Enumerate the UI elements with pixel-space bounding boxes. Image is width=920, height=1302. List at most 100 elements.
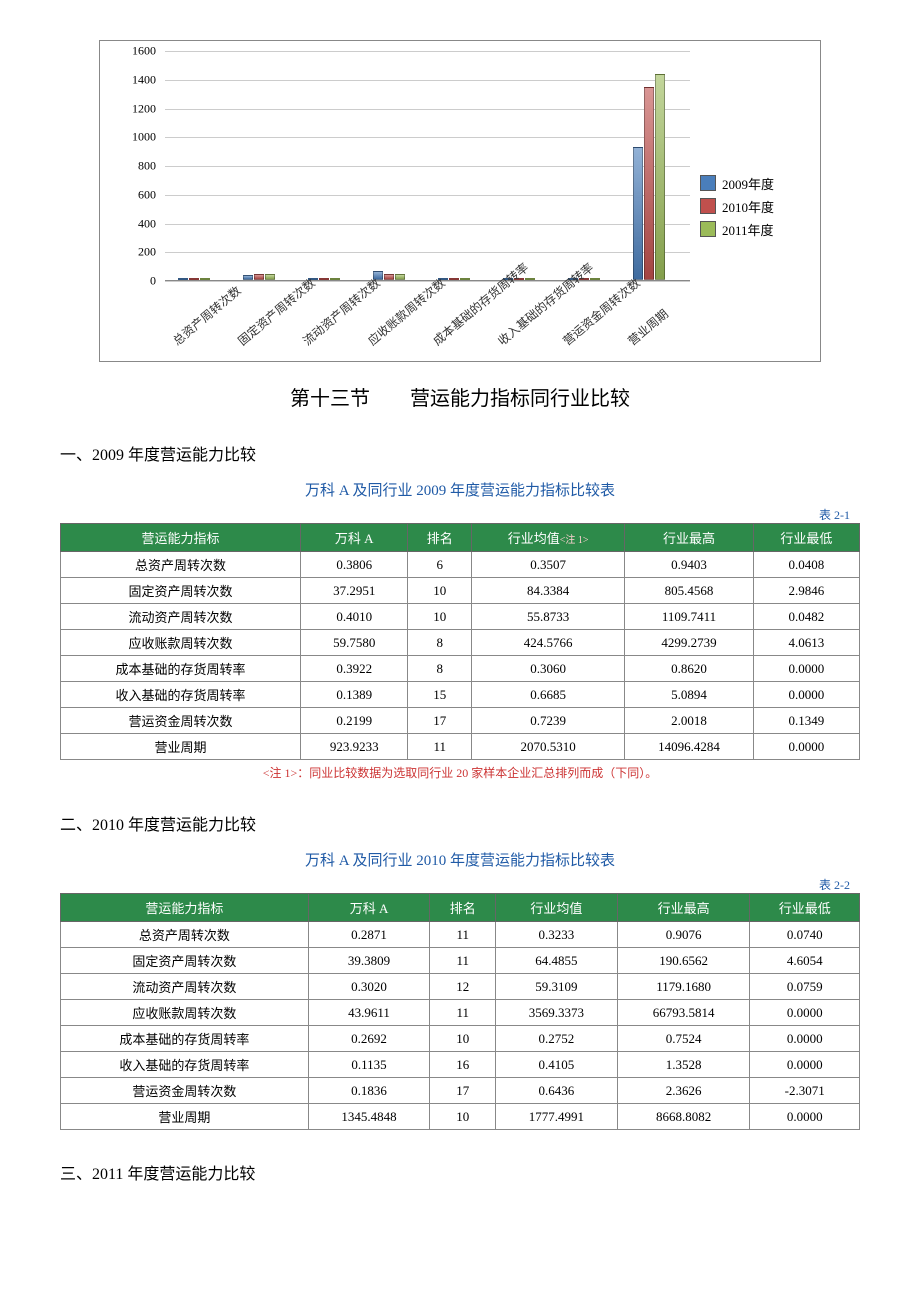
metric-name-cell: 成本基础的存货周转率: [61, 1026, 309, 1052]
chart-plot-area: 02004006008001000120014001600 总资产周转次数固定资…: [110, 51, 690, 281]
table-row: 营运资金周转次数0.1836170.64362.3626-2.3071: [61, 1078, 860, 1104]
table-header-cell: 行业最高: [617, 894, 750, 922]
chart-bar: [633, 147, 643, 280]
value-cell: 0.2692: [308, 1026, 430, 1052]
chart-bar: [200, 278, 210, 280]
value-cell: 0.3020: [308, 974, 430, 1000]
y-tick-label: 600: [138, 187, 156, 202]
value-cell: 11: [430, 922, 496, 948]
bar-group: [178, 278, 210, 280]
table-row: 应收账款周转次数43.9611113569.337366793.58140.00…: [61, 1000, 860, 1026]
legend-label: 2011年度: [722, 220, 774, 239]
value-cell: 1777.4991: [496, 1104, 618, 1130]
metric-name-cell: 收入基础的存货周转率: [61, 1052, 309, 1078]
value-cell: 5.0894: [625, 682, 754, 708]
chart-y-axis: 02004006008001000120014001600: [110, 51, 160, 281]
value-cell: 4299.2739: [625, 630, 754, 656]
table-header-cell: 营运能力指标: [61, 524, 301, 552]
table-header-cell: 行业最高: [625, 524, 754, 552]
value-cell: 11: [430, 948, 496, 974]
chart-x-labels: 总资产周转次数固定资产周转次数流动资产周转次数应收账款周转次数成本基础的存货周转…: [165, 286, 690, 356]
value-cell: 0.1135: [308, 1052, 430, 1078]
chart-bar: [644, 87, 654, 280]
y-tick-label: 200: [138, 245, 156, 260]
table-row: 成本基础的存货周转率0.392280.30600.86200.0000: [61, 656, 860, 682]
table1-title: 万科 A 及同行业 2009 年度营运能力指标比较表: [60, 479, 860, 500]
table-header-cell: 排名: [430, 894, 496, 922]
chart-bar: [330, 278, 340, 280]
metric-name-cell: 流动资产周转次数: [61, 604, 301, 630]
chart-bar: [243, 275, 253, 280]
metric-name-cell: 总资产周转次数: [61, 922, 309, 948]
value-cell: 0.3507: [472, 552, 625, 578]
value-cell: 2.9846: [753, 578, 859, 604]
chart-bar: [655, 74, 665, 280]
value-cell: 1109.7411: [625, 604, 754, 630]
value-cell: 8668.8082: [617, 1104, 750, 1130]
value-cell: 4.6054: [750, 948, 860, 974]
chart-bar: [449, 278, 459, 280]
table-row: 营业周期1345.4848101777.49918668.80820.0000: [61, 1104, 860, 1130]
table-row: 成本基础的存货周转率0.2692100.27520.75240.0000: [61, 1026, 860, 1052]
table-row: 总资产周转次数0.380660.35070.94030.0408: [61, 552, 860, 578]
metric-name-cell: 营运资金周转次数: [61, 1078, 309, 1104]
table-header-cell: 万科 A: [301, 524, 408, 552]
value-cell: 64.4855: [496, 948, 618, 974]
value-cell: 0.1836: [308, 1078, 430, 1104]
legend-swatch: [700, 198, 716, 214]
value-cell: 17: [430, 1078, 496, 1104]
metric-name-cell: 流动资产周转次数: [61, 974, 309, 1000]
y-tick-label: 1600: [132, 44, 156, 59]
value-cell: 0.3060: [472, 656, 625, 682]
legend-label: 2009年度: [722, 174, 774, 193]
table2-label: 表 2-2: [60, 876, 860, 893]
chart-bars-area: [165, 51, 690, 281]
value-cell: 0.0000: [753, 734, 859, 760]
metric-name-cell: 固定资产周转次数: [61, 578, 301, 604]
value-cell: 0.0000: [750, 1104, 860, 1130]
bar-group: [373, 271, 405, 280]
value-cell: 3569.3373: [496, 1000, 618, 1026]
value-cell: 43.9611: [308, 1000, 430, 1026]
table-row: 收入基础的存货周转率0.1389150.66855.08940.0000: [61, 682, 860, 708]
y-tick-label: 800: [138, 159, 156, 174]
value-cell: 0.1349: [753, 708, 859, 734]
metric-name-cell: 营运资金周转次数: [61, 708, 301, 734]
value-cell: 0.3233: [496, 922, 618, 948]
value-cell: 0.3922: [301, 656, 408, 682]
value-cell: 59.7580: [301, 630, 408, 656]
table-header-cell: 行业最低: [753, 524, 859, 552]
metric-name-cell: 应收账款周转次数: [61, 630, 301, 656]
value-cell: 10: [408, 604, 472, 630]
value-cell: 0.9076: [617, 922, 750, 948]
value-cell: 55.8733: [472, 604, 625, 630]
value-cell: 0.0000: [750, 1000, 860, 1026]
table-row: 营运资金周转次数0.2199170.72392.00180.1349: [61, 708, 860, 734]
value-cell: 0.2752: [496, 1026, 618, 1052]
table-row: 总资产周转次数0.2871110.32330.90760.0740: [61, 922, 860, 948]
value-cell: 0.0759: [750, 974, 860, 1000]
subsection-2011: 三、2011 年度营运能力比较: [60, 1160, 860, 1184]
value-cell: 14096.4284: [625, 734, 754, 760]
y-tick-label: 1000: [132, 130, 156, 145]
value-cell: 0.0000: [750, 1026, 860, 1052]
table2-title: 万科 A 及同行业 2010 年度营运能力指标比较表: [60, 849, 860, 870]
value-cell: 10: [430, 1026, 496, 1052]
table-row: 营业周期923.9233112070.531014096.42840.0000: [61, 734, 860, 760]
table-header-cell: 排名: [408, 524, 472, 552]
table-header-cell: 万科 A: [308, 894, 430, 922]
value-cell: 11: [408, 734, 472, 760]
chart-bar: [265, 274, 275, 280]
value-cell: 6: [408, 552, 472, 578]
chart-bar: [590, 278, 600, 280]
bar-group: [243, 274, 275, 280]
value-cell: 0.4010: [301, 604, 408, 630]
value-cell: 1345.4848: [308, 1104, 430, 1130]
table-row: 收入基础的存货周转率0.1135160.41051.35280.0000: [61, 1052, 860, 1078]
chart-bar: [460, 278, 470, 280]
metric-name-cell: 应收账款周转次数: [61, 1000, 309, 1026]
table-header-cell: 行业最低: [750, 894, 860, 922]
value-cell: 2.0018: [625, 708, 754, 734]
subsection-2009: 一、2009 年度营运能力比较: [60, 441, 860, 465]
chart-bar: [384, 274, 394, 280]
